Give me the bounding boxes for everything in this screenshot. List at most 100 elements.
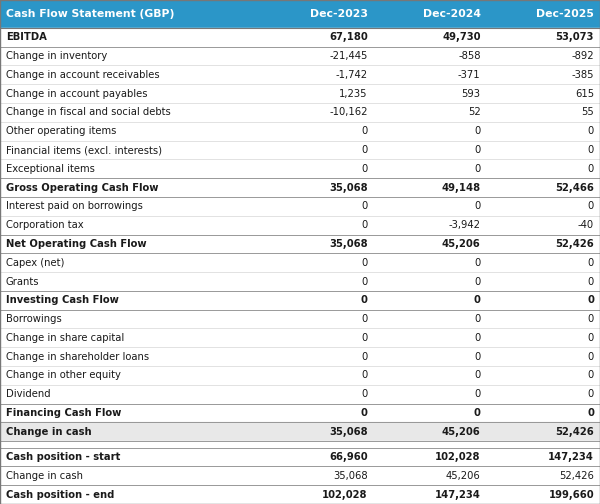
Text: 0: 0 xyxy=(361,295,368,305)
Text: 615: 615 xyxy=(575,89,594,99)
Bar xyxy=(0,159,600,178)
Text: Change in account payables: Change in account payables xyxy=(6,89,148,99)
Text: 52,426: 52,426 xyxy=(555,427,594,437)
Text: Other operating items: Other operating items xyxy=(6,126,116,136)
Text: Dec-2023: Dec-2023 xyxy=(310,9,368,19)
Text: 0: 0 xyxy=(475,258,481,268)
Text: 0: 0 xyxy=(362,333,368,343)
Text: -371: -371 xyxy=(458,70,481,80)
Text: 0: 0 xyxy=(475,352,481,362)
Text: Investing Cash Flow: Investing Cash Flow xyxy=(6,295,119,305)
Text: Cash Flow Statement (GBP): Cash Flow Statement (GBP) xyxy=(6,9,175,19)
Text: 35,068: 35,068 xyxy=(329,239,368,249)
Bar xyxy=(0,347,600,366)
Text: Dec-2024: Dec-2024 xyxy=(422,9,481,19)
Text: 52: 52 xyxy=(468,107,481,117)
Bar xyxy=(0,141,600,159)
Bar xyxy=(0,466,600,485)
Text: 0: 0 xyxy=(587,408,594,418)
Text: EBITDA: EBITDA xyxy=(6,32,47,42)
Text: Change in cash: Change in cash xyxy=(6,471,83,481)
Text: 0: 0 xyxy=(362,220,368,230)
Text: Grants: Grants xyxy=(6,277,40,286)
Text: 0: 0 xyxy=(475,277,481,286)
Text: Change in cash: Change in cash xyxy=(6,427,92,437)
Bar xyxy=(0,216,600,234)
Text: Cash position - start: Cash position - start xyxy=(6,452,121,462)
Text: 52,466: 52,466 xyxy=(555,182,594,193)
Text: 35,068: 35,068 xyxy=(329,427,368,437)
Text: -892: -892 xyxy=(571,51,594,61)
Text: -1,742: -1,742 xyxy=(335,70,368,80)
Bar xyxy=(0,103,600,122)
Text: 0: 0 xyxy=(588,352,594,362)
Text: 52,426: 52,426 xyxy=(555,239,594,249)
Text: 0: 0 xyxy=(362,352,368,362)
Text: 0: 0 xyxy=(588,126,594,136)
Text: 102,028: 102,028 xyxy=(435,452,481,462)
Bar xyxy=(0,309,600,329)
Text: 45,206: 45,206 xyxy=(442,239,481,249)
Text: 0: 0 xyxy=(588,145,594,155)
Text: Change in inventory: Change in inventory xyxy=(6,51,107,61)
Text: -3,942: -3,942 xyxy=(449,220,481,230)
Text: 0: 0 xyxy=(475,314,481,324)
Text: 0: 0 xyxy=(588,164,594,174)
Text: 0: 0 xyxy=(475,145,481,155)
Bar xyxy=(0,66,600,84)
Bar xyxy=(0,47,600,66)
Text: 35,068: 35,068 xyxy=(329,182,368,193)
Bar xyxy=(0,234,600,254)
Text: 0: 0 xyxy=(362,258,368,268)
Text: 0: 0 xyxy=(361,408,368,418)
Text: 0: 0 xyxy=(474,408,481,418)
Text: 0: 0 xyxy=(588,333,594,343)
Text: Financing Cash Flow: Financing Cash Flow xyxy=(6,408,121,418)
Text: 35,068: 35,068 xyxy=(333,471,368,481)
Text: 0: 0 xyxy=(475,202,481,211)
Text: 0: 0 xyxy=(362,126,368,136)
Text: 0: 0 xyxy=(474,295,481,305)
Text: 147,234: 147,234 xyxy=(548,452,594,462)
Text: 67,180: 67,180 xyxy=(329,32,368,42)
Text: Interest paid on borrowings: Interest paid on borrowings xyxy=(6,202,143,211)
Text: 0: 0 xyxy=(475,164,481,174)
Text: Change in shareholder loans: Change in shareholder loans xyxy=(6,352,149,362)
Text: Borrowings: Borrowings xyxy=(6,314,62,324)
Text: 55: 55 xyxy=(581,107,594,117)
Bar xyxy=(0,385,600,404)
Text: 0: 0 xyxy=(362,202,368,211)
Text: 0: 0 xyxy=(588,389,594,399)
Text: 49,148: 49,148 xyxy=(442,182,481,193)
Bar xyxy=(0,404,600,422)
Bar xyxy=(0,441,600,448)
Text: Corporation tax: Corporation tax xyxy=(6,220,83,230)
Text: 0: 0 xyxy=(362,314,368,324)
Text: 0: 0 xyxy=(588,370,594,381)
Text: 1,235: 1,235 xyxy=(340,89,368,99)
Bar xyxy=(0,448,600,466)
Text: Change in other equity: Change in other equity xyxy=(6,370,121,381)
Text: Net Operating Cash Flow: Net Operating Cash Flow xyxy=(6,239,146,249)
Text: 0: 0 xyxy=(475,389,481,399)
Text: 0: 0 xyxy=(362,145,368,155)
Text: Exceptional items: Exceptional items xyxy=(6,164,95,174)
Text: 0: 0 xyxy=(362,164,368,174)
Text: 0: 0 xyxy=(362,277,368,286)
Bar xyxy=(0,272,600,291)
Bar xyxy=(0,28,600,47)
Text: 0: 0 xyxy=(362,370,368,381)
Text: 0: 0 xyxy=(588,314,594,324)
Bar xyxy=(0,366,600,385)
Text: Dec-2025: Dec-2025 xyxy=(536,9,594,19)
Text: 0: 0 xyxy=(587,295,594,305)
Text: 0: 0 xyxy=(588,202,594,211)
Text: 0: 0 xyxy=(475,126,481,136)
Bar xyxy=(0,0,600,28)
Text: 0: 0 xyxy=(362,389,368,399)
Text: Gross Operating Cash Flow: Gross Operating Cash Flow xyxy=(6,182,158,193)
Text: Change in share capital: Change in share capital xyxy=(6,333,124,343)
Text: 45,206: 45,206 xyxy=(446,471,481,481)
Text: 0: 0 xyxy=(588,258,594,268)
Text: 45,206: 45,206 xyxy=(442,427,481,437)
